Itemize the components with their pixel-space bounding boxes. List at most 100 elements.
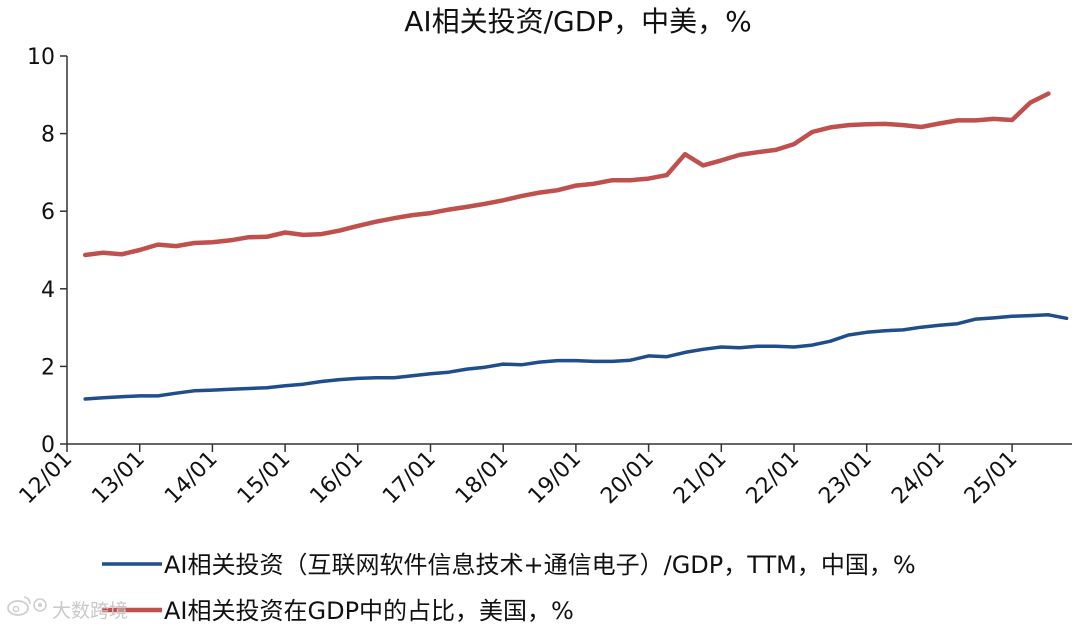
series-2-point [229, 239, 232, 242]
series-1-point [175, 392, 177, 395]
x-tick-label: 19/01 [524, 447, 587, 510]
series-2-point [593, 182, 595, 185]
series-2-point [902, 124, 904, 126]
series-1-point [629, 359, 632, 362]
series-1-point [666, 355, 668, 358]
x-tick-labels: 12/01 13/01 14/01 15/01 16/01 17/01 18/01 19/01… [15, 444, 1023, 510]
series-2-point [520, 195, 523, 197]
series-2-point [684, 153, 686, 155]
series-2-point [120, 253, 123, 256]
series-2-point [466, 206, 468, 208]
series-2-point [993, 118, 995, 120]
series-2-point [611, 179, 614, 181]
series-1-point [520, 364, 523, 366]
legend-item-2: AI相关投资在GDP中的占比，美国，% [102, 597, 574, 625]
series-2-point [666, 174, 668, 176]
series-1-point [993, 317, 995, 319]
series-2-point [102, 251, 105, 254]
x-tick-label: 20/01 [596, 447, 659, 510]
series-1-point [357, 377, 359, 380]
chart-title: AI相关投资/GDP，中美，% [404, 5, 752, 38]
series-2-point [284, 231, 286, 234]
series-1-point [811, 344, 813, 346]
series-2-point [393, 217, 396, 219]
y-tick-label: 0 [41, 433, 55, 458]
x-tick-label: 13/01 [87, 447, 150, 510]
legend-label-1: AI相关投资（互联网软件信息技术+通信电子）/GDP，TTM，中国，% [164, 551, 916, 579]
series-2-point [248, 236, 250, 238]
series-1-point [593, 360, 595, 363]
series-1-point [575, 359, 577, 362]
series-1-point [902, 329, 904, 331]
watermark-text: 大数跨境 [52, 600, 128, 622]
series-2-point [756, 151, 759, 153]
series-1-point [684, 351, 686, 354]
x-tick-label: 23/01 [814, 447, 877, 510]
series-1-point [865, 331, 868, 334]
x-tick-label: 24/01 [887, 447, 950, 510]
series-2 [82, 91, 1051, 258]
series-1-point [338, 378, 341, 381]
series-1-point [647, 355, 650, 357]
series-2-point [338, 229, 341, 232]
series-2-point [847, 124, 850, 126]
series-2-point [811, 131, 813, 133]
series-1-point [502, 363, 505, 365]
x-tick-label: 21/01 [669, 447, 732, 510]
series-1-point [756, 345, 759, 348]
series-2-point [502, 199, 505, 202]
series-1-point [84, 398, 86, 400]
series-1-point [720, 346, 723, 348]
series-2-point [484, 203, 486, 205]
x-tick-label: 16/01 [306, 447, 369, 510]
series-1-point [375, 376, 377, 379]
series-2-point [865, 123, 868, 126]
series-1-point [920, 326, 922, 329]
series-2-point [429, 212, 432, 214]
series-2-point [411, 214, 414, 216]
series-1-point [938, 324, 941, 327]
series-1-point [702, 348, 704, 351]
series-1-point [266, 386, 268, 389]
series-1-point [393, 376, 396, 379]
legend-item-1: AI相关投资（互联网软件信息技术+通信电子）/GDP，TTM，中国，% [102, 551, 916, 579]
x-tick-label: 18/01 [451, 447, 514, 510]
series-2-point [920, 126, 922, 128]
x-tick-label: 25/01 [960, 447, 1023, 510]
series-1-point [611, 360, 614, 363]
series-1-point [248, 387, 250, 390]
y-tick-label: 8 [41, 123, 55, 148]
series-2-point [938, 122, 941, 125]
series-1-point [102, 397, 105, 399]
legend-label-2: AI相关投资在GDP中的占比，美国，% [164, 597, 574, 625]
series-1-point [1029, 314, 1032, 317]
y-tick-label: 6 [41, 200, 55, 225]
series-2-point [1011, 119, 1013, 121]
series-1-point [466, 368, 468, 370]
weibo-icon [7, 596, 47, 616]
series-1-point [138, 395, 141, 397]
series-2-point [738, 154, 741, 156]
watermark: 大数跨境 [7, 596, 128, 622]
series-1 [83, 313, 1069, 401]
legend: AI相关投资（互联网软件信息技术+通信电子）/GDP，TTM，中国，% AI相关投… [102, 551, 916, 625]
series-2-point [357, 225, 359, 227]
series-1-point [320, 380, 323, 383]
series-2-point [647, 177, 650, 180]
series-2-point [302, 234, 305, 236]
series-1-point [738, 347, 741, 349]
series-2-point [375, 220, 377, 223]
series-2-point [266, 236, 268, 238]
series-1-point [211, 389, 214, 391]
series-1-point [884, 329, 886, 332]
series-1-point [775, 345, 777, 348]
series-1-point [429, 373, 432, 375]
series-1-point [538, 361, 541, 363]
series-1-point [157, 395, 159, 397]
series-1-point [447, 371, 450, 374]
y-tick-label: 10 [27, 45, 55, 70]
series-2-point [629, 179, 632, 181]
series-2-point [556, 189, 559, 191]
series-1-point [975, 318, 977, 320]
series-2-point [84, 254, 86, 256]
